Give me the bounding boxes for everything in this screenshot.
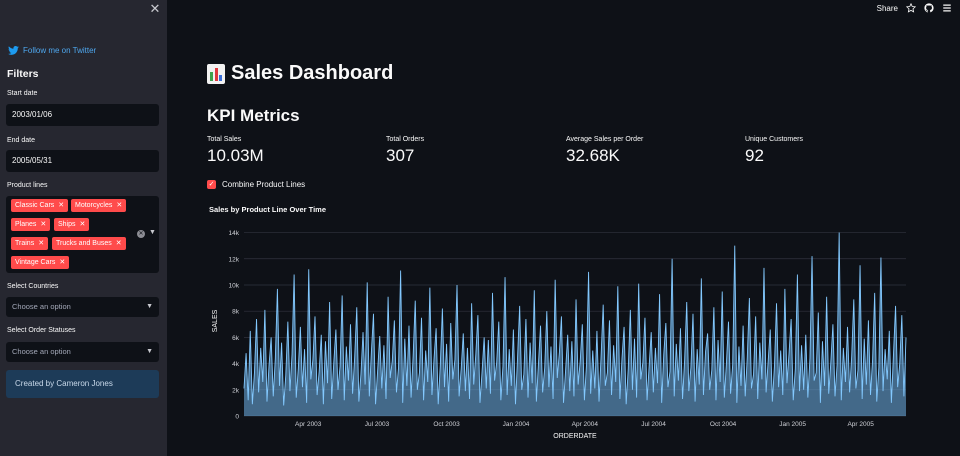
kpi-value: 10.03M — [207, 146, 264, 165]
menu-icon[interactable] — [942, 3, 952, 13]
kpi-unique-customers: Unique Customers 92 — [745, 136, 803, 166]
sales-area-series — [244, 232, 906, 416]
kpi-value: 92 — [745, 146, 764, 165]
twitter-link[interactable]: Follow me on Twitter — [8, 46, 96, 55]
x-tick-label: Apr 2005 — [847, 421, 874, 428]
close-sidebar-button[interactable]: ✕ — [149, 1, 161, 16]
kpi-average-sales: Average Sales per Order 32.68K — [566, 136, 643, 166]
countries-label: Select Countries — [7, 283, 59, 290]
credit-box: Created by Cameron Jones — [6, 370, 159, 398]
chevron-down-icon: ▼ — [146, 303, 153, 310]
remove-tag-icon[interactable]: ✕ — [38, 240, 45, 247]
kpi-label: Total Sales — [207, 136, 242, 143]
tag-label: Vintage Cars — [15, 259, 56, 266]
kpi-heading: KPI Metrics — [207, 106, 300, 125]
chart-title: Sales by Product Line Over Time — [209, 205, 326, 214]
sales-area-chart: 0 2k 4k 6k 8k 10k 12k 14k Apr 2003 Jul 2003 Oct 2… — [212, 230, 907, 440]
tag-classic-cars[interactable]: Classic Cars ✕ — [11, 199, 69, 212]
filters-title: Filters — [7, 68, 39, 80]
tag-label: Classic Cars — [15, 202, 55, 209]
tag-label: Trains — [15, 240, 35, 247]
product-lines-label: Product lines — [7, 182, 48, 189]
end-date-label: End date — [7, 137, 36, 144]
kpi-total-sales: Total Sales 10.03M — [207, 136, 264, 166]
tag-motorcycles[interactable]: Motorcycles ✕ — [71, 199, 127, 212]
x-tick-label: Apr 2003 — [295, 421, 322, 428]
remove-tag-icon[interactable]: ✕ — [116, 202, 123, 209]
x-tick-label: Jan 2005 — [779, 421, 806, 428]
sales-line-series — [243, 232, 907, 406]
tag-vintage-cars[interactable]: Vintage Cars ✕ — [11, 256, 70, 269]
x-tick-label: Oct 2003 — [433, 421, 460, 428]
clear-all-icon[interactable]: ✕ — [137, 230, 145, 238]
y-tick-label: 6k — [232, 335, 240, 342]
checkbox-checked-icon[interactable]: ✓ — [207, 180, 216, 189]
twitter-link-label[interactable]: Follow me on Twitter — [23, 46, 97, 55]
statuses-label: Select Order Statuses — [7, 327, 76, 334]
y-axis-label: SALES — [212, 309, 219, 332]
x-tick-label: Oct 2004 — [710, 421, 737, 428]
twitter-icon — [8, 46, 19, 55]
y-tick-label: 2k — [232, 387, 240, 394]
start-date-input[interactable]: 2003/01/06 — [6, 104, 159, 126]
y-tick-label: 4k — [232, 361, 240, 368]
share-button[interactable]: Share — [876, 3, 898, 13]
remove-tag-icon[interactable]: ✕ — [58, 202, 65, 209]
countries-placeholder: Choose an option — [12, 302, 71, 311]
x-tick-label: Jul 2003 — [365, 421, 390, 428]
combine-product-lines-label: Combine Product Lines — [222, 180, 306, 189]
kpi-label: Average Sales per Order — [566, 136, 644, 143]
page-title-text: Sales Dashboard — [231, 62, 394, 84]
tag-planes[interactable]: Planes ✕ — [11, 218, 51, 231]
chevron-down-icon[interactable]: ▼ — [149, 229, 156, 236]
tag-ships[interactable]: Ships ✕ — [54, 218, 90, 231]
combine-product-lines-toggle[interactable]: ✓ Combine Product Lines — [207, 180, 305, 189]
kpi-total-orders: Total Orders 307 — [386, 136, 424, 166]
countries-select[interactable]: Choose an option ▼ — [6, 297, 159, 317]
x-tick-label: Apr 2004 — [572, 421, 599, 428]
y-tick-label: 8k — [232, 309, 240, 316]
tag-label: Ships — [58, 221, 76, 228]
tag-label: Motorcycles — [75, 202, 113, 209]
kpi-label: Unique Customers — [745, 136, 803, 143]
page-title: Sales Dashboard — [207, 62, 393, 85]
y-tick-label: 0 — [235, 414, 239, 421]
statuses-placeholder: Choose an option — [12, 347, 71, 356]
y-tick-label: 14k — [229, 230, 240, 237]
x-axis-label: ORDERDATE — [553, 433, 597, 440]
product-lines-multiselect[interactable]: Classic Cars ✕ Motorcycles ✕ Planes ✕ Ships… — [6, 196, 159, 273]
sidebar: ✕ Follow me on Twitter Filters Start dat… — [0, 0, 167, 456]
x-tick-label: Jan 2004 — [503, 421, 530, 428]
y-tick-label: 10k — [229, 282, 240, 289]
remove-tag-icon[interactable]: ✕ — [40, 221, 47, 228]
tag-trucks-and-buses[interactable]: Trucks and Buses ✕ — [52, 237, 126, 250]
remove-tag-icon[interactable]: ✕ — [115, 240, 122, 247]
bar-chart-icon — [207, 63, 225, 84]
kpi-label: Total Orders — [386, 136, 425, 143]
remove-tag-icon[interactable]: ✕ — [79, 221, 86, 228]
tag-label: Planes — [15, 221, 37, 228]
x-tick-label: Jul 2004 — [641, 421, 666, 428]
statuses-select[interactable]: Choose an option ▼ — [6, 342, 159, 362]
tag-label: Trucks and Buses — [56, 240, 112, 247]
kpi-value: 307 — [386, 146, 415, 165]
chevron-down-icon: ▼ — [146, 348, 153, 355]
y-tick-label: 12k — [229, 256, 240, 263]
start-date-label: Start date — [7, 90, 38, 97]
kpi-value: 32.68K — [566, 146, 620, 165]
star-icon[interactable] — [906, 3, 916, 13]
github-icon[interactable] — [924, 3, 934, 13]
tag-trains[interactable]: Trains ✕ — [11, 237, 49, 250]
top-toolbar: Share — [877, 3, 952, 13]
remove-tag-icon[interactable]: ✕ — [59, 259, 66, 266]
end-date-input[interactable]: 2005/05/31 — [6, 150, 159, 172]
